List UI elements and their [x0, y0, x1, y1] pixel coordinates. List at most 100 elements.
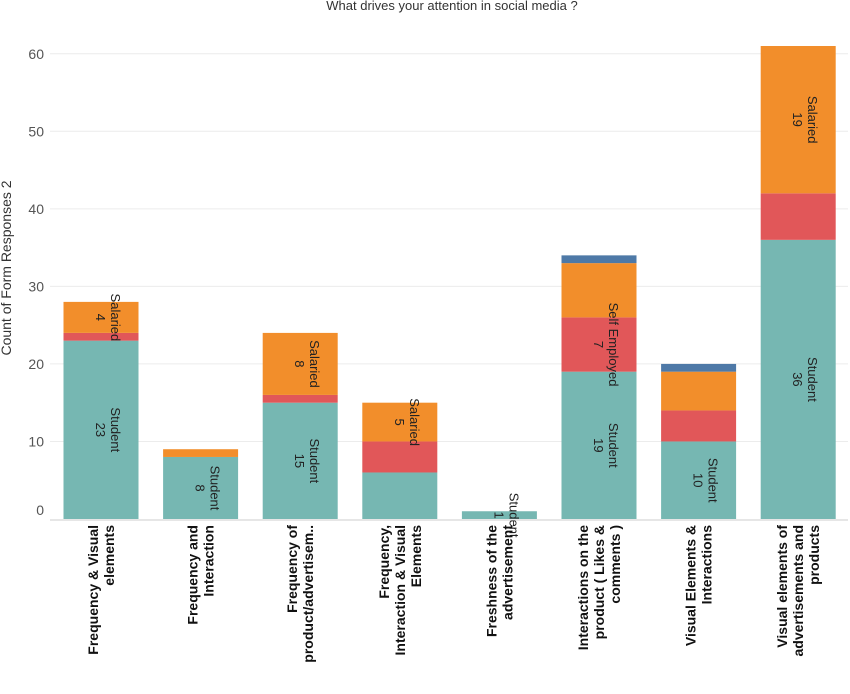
segment-value: 4 — [93, 314, 108, 321]
segment-value: 8 — [292, 360, 307, 367]
category-label: Frequency & Visual elements — [85, 525, 117, 655]
segment-value: 7 — [591, 341, 606, 348]
segment-label: 36 Student — [790, 357, 820, 402]
bar-segment — [163, 449, 239, 457]
segment-value: 36 — [790, 372, 805, 386]
bar-segment — [661, 410, 737, 442]
bar-segment — [163, 456, 239, 519]
segment-value: 23 — [93, 423, 108, 437]
bar-segment — [760, 239, 836, 519]
category-label-line: Frequency & Visual — [85, 525, 101, 655]
y-tick-label: 20 — [28, 356, 44, 372]
bar-segment — [561, 371, 637, 519]
category-labels: Frequency & Visual elements Frequency and I… — [85, 525, 822, 663]
segment-name: Salaried — [307, 340, 322, 388]
category-label-line: products — [806, 525, 822, 585]
category-label-line: advertisement — [499, 525, 515, 620]
category-label: Frequency of product/advertisem.. — [284, 525, 316, 663]
bar-segment — [561, 317, 637, 372]
segment-value: 10 — [691, 473, 706, 487]
segment-name: Student — [606, 423, 621, 468]
category-label-line: advertisements and — [790, 525, 806, 657]
segment-label: 4 Salaried — [93, 294, 123, 342]
segment-value: 19 — [591, 438, 606, 452]
bar-segment — [661, 371, 737, 411]
category-label-line: Visual elements of — [774, 525, 790, 648]
bar-segment — [760, 46, 836, 194]
y-axis-label: Count of Form Responses 2 — [0, 180, 14, 355]
y-tick-label: 50 — [28, 123, 44, 139]
chart-title: What drives your attention in social med… — [326, 0, 577, 13]
segment-label: 23 Student — [93, 407, 123, 452]
segment-label: 10 Student — [691, 458, 721, 503]
bars — [63, 46, 836, 519]
bar-segment — [63, 340, 139, 519]
category-label-line: Elements — [408, 525, 424, 587]
segment-value: 8 — [193, 484, 208, 491]
segment-label: 19 Student — [591, 423, 621, 468]
bar-segment — [362, 472, 438, 519]
y-axis-ticks: 0 10 20 30 40 50 60 — [28, 46, 44, 518]
bar-segment — [461, 511, 537, 519]
segment-label: 15 Student — [292, 438, 322, 483]
segment-name: Salaried — [108, 294, 123, 342]
y-tick-label: 0 — [36, 502, 44, 518]
category-label-line: Frequency, — [376, 525, 392, 599]
segment-label: 5 Salaried — [392, 398, 422, 446]
category-label-line: elements — [101, 525, 117, 586]
category-label: Frequency and Interaction — [185, 525, 217, 625]
bar-segment — [362, 441, 438, 473]
segment-value: 5 — [392, 418, 407, 425]
segment-label: 8 Student — [193, 466, 223, 511]
category-label-line: Frequency of — [284, 525, 300, 613]
segment-name: Student — [208, 466, 223, 511]
segment-name: Student — [506, 493, 521, 538]
segment-label: 8 Salaried — [292, 340, 322, 388]
bar-segment — [262, 332, 338, 395]
segment-name: Student — [706, 458, 721, 503]
category-label-line: Frequency and — [185, 525, 201, 625]
segment-label: 7 Self Employed — [591, 303, 621, 387]
category-label: Freshness of the advertisement — [483, 525, 515, 637]
segment-label: 19 Salaried — [790, 96, 820, 144]
segment-name: Student — [307, 438, 322, 483]
segment-value: 15 — [292, 454, 307, 468]
bar-segment — [362, 402, 438, 442]
segment-label: 1 Student — [491, 493, 521, 538]
bar-segment — [262, 402, 338, 519]
y-tick-label: 10 — [28, 433, 44, 449]
category-label-line: Interactions on the — [575, 525, 591, 650]
segment-name: Salaried — [407, 398, 422, 446]
bar-segment — [262, 394, 338, 403]
category-label-line: Interaction & Visual — [392, 525, 408, 655]
category-label: Visual Elements & Interactions — [683, 525, 715, 646]
bar-segment — [561, 255, 637, 264]
category-label: Visual elements of advertisements and prod… — [774, 525, 822, 657]
y-tick-label: 30 — [28, 278, 44, 294]
bar-segment — [561, 263, 637, 318]
segment-value: 1 — [491, 512, 506, 519]
category-label-line: Visual Elements & — [683, 525, 699, 646]
bar-segment — [63, 301, 139, 333]
bar-segment — [760, 193, 836, 240]
category-label: Interactions on the product ( Likes & comm… — [575, 525, 623, 650]
category-label-line: product ( Likes & — [591, 525, 607, 639]
segment-name: Salaried — [805, 96, 820, 144]
category-label-line: Freshness of the — [483, 525, 499, 637]
segment-name: Student — [805, 357, 820, 402]
category-label-line: Interactions — [699, 525, 715, 605]
segment-name: Self Employed — [606, 303, 621, 387]
segment-value: 19 — [790, 112, 805, 126]
y-tick-label: 40 — [28, 201, 44, 217]
category-label-line: comments ) — [607, 525, 623, 604]
y-tick-label: 60 — [28, 46, 44, 62]
bar-segment — [661, 363, 737, 372]
segment-name: Student — [108, 407, 123, 452]
category-label: Frequency, Interaction & Visual Elements — [376, 525, 424, 656]
category-label-line: Interaction — [201, 525, 217, 597]
bar-segment — [661, 441, 737, 519]
category-label-line: product/advertisem.. — [300, 525, 316, 663]
bar-segment — [63, 332, 139, 341]
